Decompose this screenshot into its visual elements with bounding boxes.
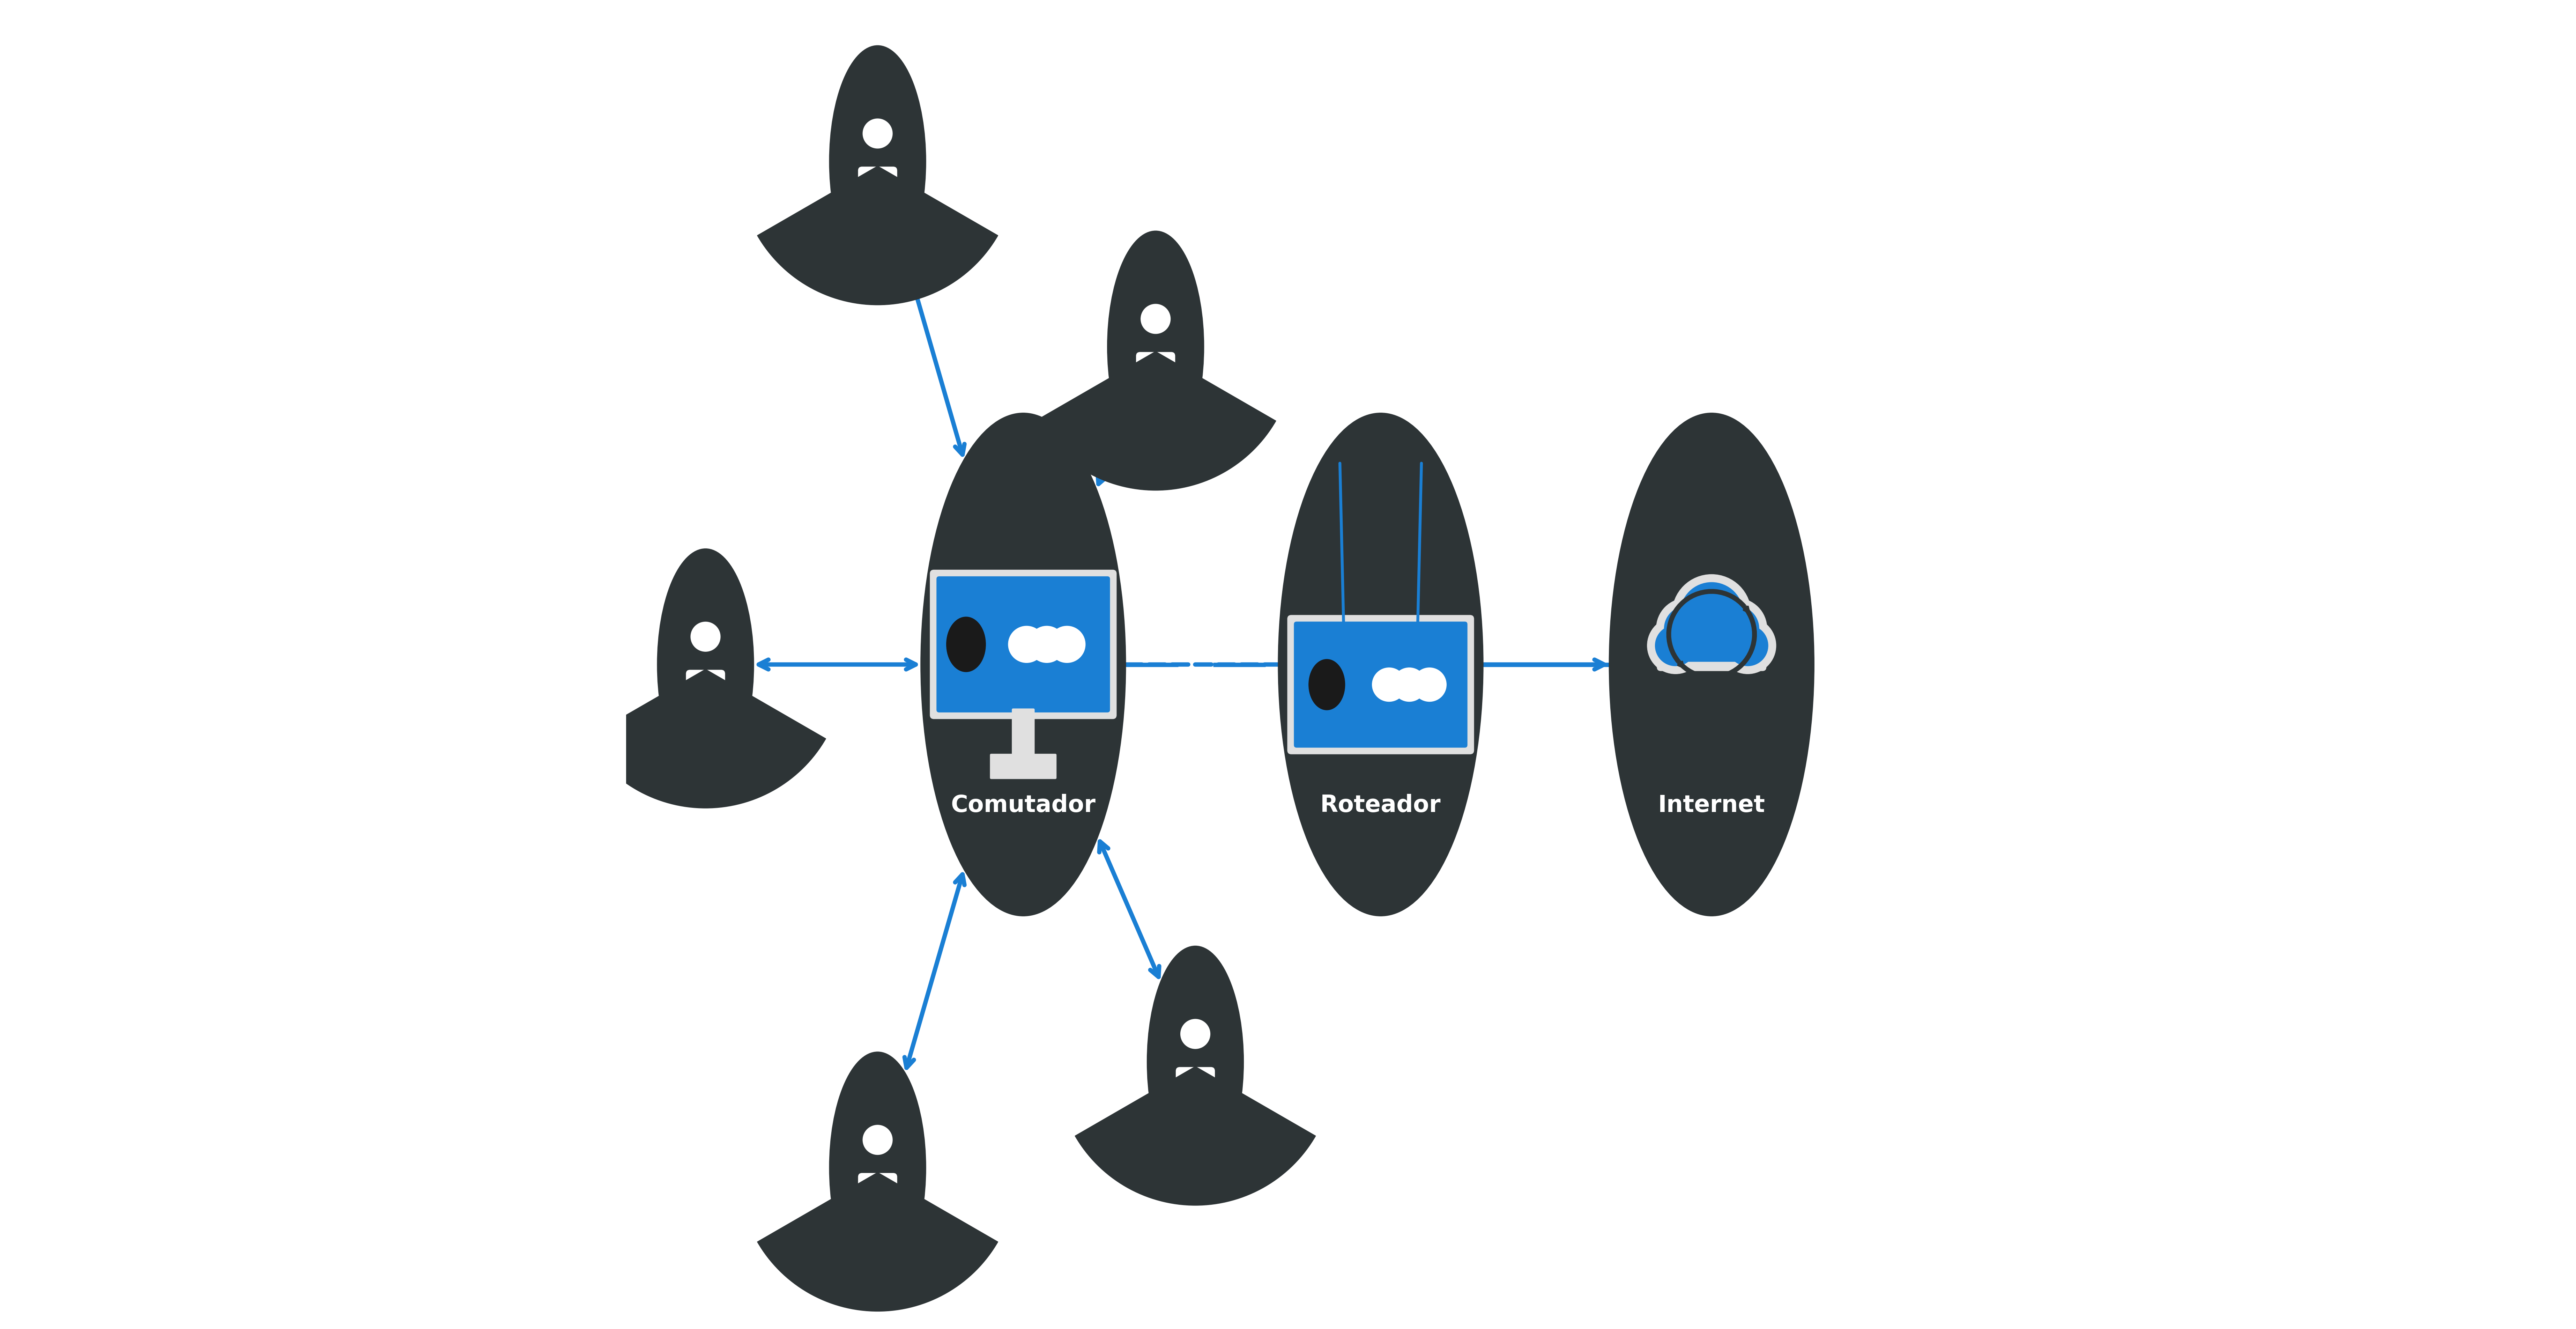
FancyBboxPatch shape bbox=[1175, 1067, 1216, 1140]
FancyBboxPatch shape bbox=[1656, 622, 1767, 671]
Circle shape bbox=[1180, 1019, 1211, 1049]
Wedge shape bbox=[1074, 1066, 1316, 1205]
Wedge shape bbox=[757, 166, 997, 304]
Circle shape bbox=[1705, 598, 1767, 659]
FancyBboxPatch shape bbox=[1288, 615, 1473, 755]
FancyBboxPatch shape bbox=[938, 577, 1110, 712]
Text: Comutador: Comutador bbox=[951, 793, 1095, 817]
FancyBboxPatch shape bbox=[930, 570, 1115, 719]
Wedge shape bbox=[757, 1172, 997, 1312]
FancyBboxPatch shape bbox=[858, 166, 896, 239]
Circle shape bbox=[1028, 626, 1064, 663]
Circle shape bbox=[690, 622, 721, 651]
Circle shape bbox=[1728, 625, 1767, 666]
Ellipse shape bbox=[657, 549, 755, 780]
Circle shape bbox=[1141, 304, 1170, 334]
Circle shape bbox=[1007, 626, 1046, 663]
Circle shape bbox=[1656, 598, 1718, 659]
Circle shape bbox=[1048, 626, 1084, 663]
Ellipse shape bbox=[1309, 659, 1345, 710]
Circle shape bbox=[863, 1126, 891, 1155]
FancyBboxPatch shape bbox=[989, 754, 1056, 779]
Ellipse shape bbox=[1278, 413, 1484, 916]
Circle shape bbox=[1664, 606, 1710, 651]
Ellipse shape bbox=[1610, 413, 1814, 916]
Ellipse shape bbox=[829, 1051, 925, 1284]
Text: Internet: Internet bbox=[1659, 793, 1765, 817]
Circle shape bbox=[1394, 667, 1427, 702]
Circle shape bbox=[1718, 618, 1775, 674]
Circle shape bbox=[863, 118, 891, 149]
Ellipse shape bbox=[1108, 231, 1203, 462]
Circle shape bbox=[1646, 618, 1703, 674]
Ellipse shape bbox=[920, 413, 1126, 916]
Circle shape bbox=[1672, 574, 1752, 654]
Ellipse shape bbox=[829, 45, 925, 278]
Wedge shape bbox=[1036, 351, 1275, 490]
FancyBboxPatch shape bbox=[858, 1174, 896, 1245]
Text: Roteador: Roteador bbox=[1321, 793, 1440, 817]
FancyBboxPatch shape bbox=[1012, 708, 1036, 756]
Circle shape bbox=[1412, 667, 1445, 702]
Circle shape bbox=[1680, 582, 1744, 646]
Circle shape bbox=[1656, 625, 1695, 666]
Circle shape bbox=[1373, 667, 1406, 702]
Ellipse shape bbox=[945, 617, 987, 672]
Circle shape bbox=[1713, 606, 1759, 651]
FancyBboxPatch shape bbox=[1667, 631, 1757, 662]
Ellipse shape bbox=[1146, 946, 1244, 1177]
Wedge shape bbox=[585, 668, 827, 808]
FancyBboxPatch shape bbox=[1293, 622, 1468, 748]
FancyBboxPatch shape bbox=[685, 670, 724, 743]
FancyBboxPatch shape bbox=[1136, 352, 1175, 425]
